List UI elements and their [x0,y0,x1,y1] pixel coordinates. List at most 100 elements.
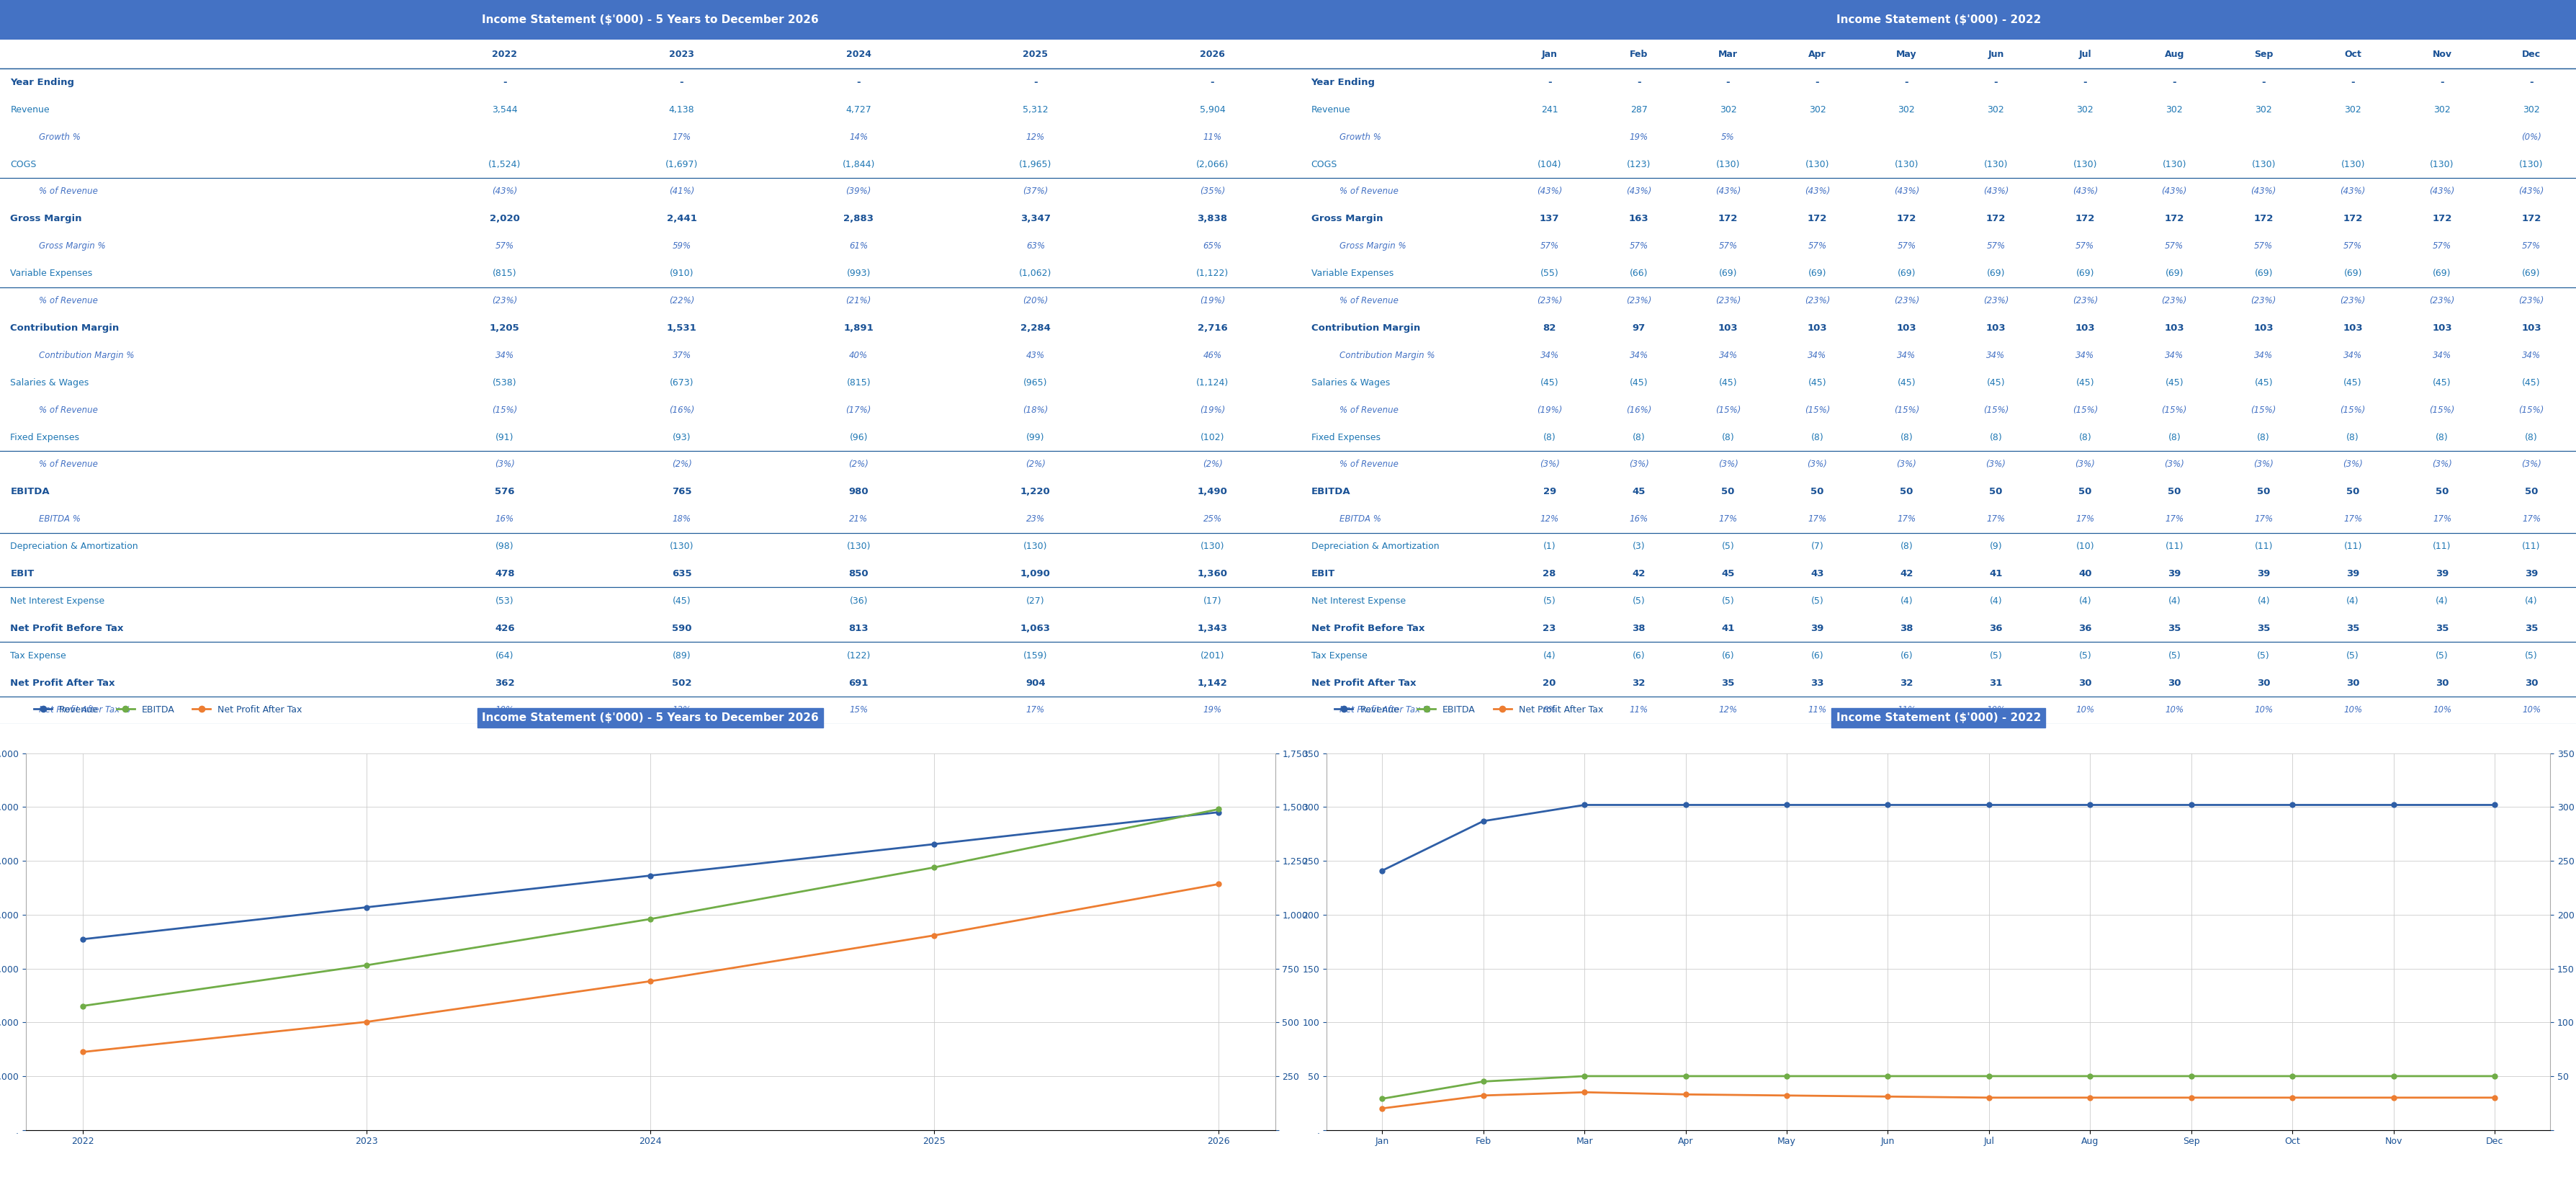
EBITDA [1973,1069,2004,1083]
Net Profit After Tax [2277,1091,2308,1105]
Text: 35: 35 [2257,624,2269,633]
Text: COGS: COGS [1311,160,1337,169]
Net Profit After Tax [1368,1102,1399,1116]
Text: 10%: 10% [495,705,515,714]
Text: (23%): (23%) [2339,297,2365,306]
Text: -: - [2262,78,2267,87]
Text: 59%: 59% [672,241,690,251]
Text: (43%): (43%) [2339,187,2365,197]
Text: -: - [1726,78,1731,87]
Text: 1,891: 1,891 [842,324,873,333]
Text: 20: 20 [1543,678,1556,687]
Text: -: - [680,78,683,87]
Text: % of Revenue: % of Revenue [1340,460,1399,470]
Text: 10%: 10% [2344,705,2362,714]
Text: 57%: 57% [2254,241,2272,251]
Text: Gross Margin: Gross Margin [10,214,82,224]
Text: 103: 103 [2522,324,2543,333]
Text: (4): (4) [2524,597,2537,606]
Text: (3): (3) [1633,541,1646,551]
Text: 11%: 11% [1631,705,1649,714]
Text: -: - [2172,78,2177,87]
Text: 16%: 16% [495,514,515,524]
Text: (7): (7) [1811,541,1824,551]
Text: (43%): (43%) [1984,187,2009,197]
Text: 302: 302 [2076,105,2094,114]
Text: (5): (5) [1721,597,1734,606]
Text: (53): (53) [495,597,515,606]
Text: Aug: Aug [2164,49,2184,59]
Text: 4,727: 4,727 [845,105,871,114]
Text: (41%): (41%) [670,187,696,197]
Text: 302: 302 [2166,105,2182,114]
Text: 362: 362 [495,678,515,687]
Text: (1,122): (1,122) [1195,268,1229,278]
Net Profit After Tax [67,1045,98,1059]
Text: 17%: 17% [1718,514,1736,524]
Text: (159): (159) [1023,651,1048,660]
Revenue [1973,798,2004,812]
Text: (993): (993) [848,268,871,278]
EBITDA [2277,1069,2308,1083]
Text: (130): (130) [2519,160,2543,169]
Text: 5%: 5% [1721,132,1734,141]
Text: (8): (8) [1989,433,2002,441]
EBITDA [350,958,381,972]
Text: (15%): (15%) [2251,405,2277,414]
Text: (5): (5) [1811,597,1824,606]
Text: (23%): (23%) [2429,297,2455,306]
Text: (130): (130) [1200,541,1224,551]
Net Profit After Tax [350,1015,381,1029]
Text: (130): (130) [2342,160,2365,169]
Text: 10%: 10% [2522,705,2540,714]
Net Profit After Tax [634,975,665,989]
Text: 34%: 34% [2076,351,2094,360]
Text: 3,347: 3,347 [1020,214,1051,224]
Text: (6): (6) [1901,651,1914,660]
Net Profit After Tax [920,929,951,943]
Text: 103: 103 [1808,324,1826,333]
Text: 34%: 34% [2164,351,2184,360]
Text: -: - [1211,78,1213,87]
Text: (45): (45) [1631,378,1649,387]
Text: Year Ending: Year Ending [10,78,75,87]
Legend: Revenue, EBITDA, Net Profit After Tax: Revenue, EBITDA, Net Profit After Tax [1332,701,1607,718]
Text: 46%: 46% [1203,351,1221,360]
Text: 50: 50 [1901,487,1914,497]
Text: (43%): (43%) [1625,187,1651,197]
Text: 31: 31 [1989,678,2002,687]
Text: 1,343: 1,343 [1198,624,1229,633]
Text: (1,697): (1,697) [665,160,698,169]
Text: (37%): (37%) [1023,187,1048,197]
Text: 302: 302 [2254,105,2272,114]
Text: (8): (8) [2169,433,2182,441]
Text: 172: 172 [2432,214,2452,224]
Text: (15%): (15%) [492,405,518,414]
Text: Contribution Margin %: Contribution Margin % [39,351,134,360]
Revenue [1669,798,1700,812]
EBITDA [2478,1069,2509,1083]
Text: (1,524): (1,524) [489,160,520,169]
Text: (45): (45) [1718,378,1736,387]
Text: 30: 30 [2524,678,2537,687]
Text: (130): (130) [2251,160,2275,169]
Text: (69): (69) [2254,268,2272,278]
Text: (4): (4) [2079,597,2092,606]
Line: Net Profit After Tax: Net Profit After Tax [80,882,1221,1055]
Text: 302: 302 [1721,105,1736,114]
Text: 36: 36 [1989,624,2002,633]
Text: 50: 50 [2524,487,2537,497]
Text: (69): (69) [2076,268,2094,278]
Text: % of Revenue: % of Revenue [1340,187,1399,197]
Text: 241: 241 [1540,105,1558,114]
Text: (69): (69) [2432,268,2452,278]
Text: (69): (69) [2166,268,2184,278]
Text: Jan: Jan [1540,49,1558,59]
Text: 41: 41 [1989,568,2002,578]
Text: (4): (4) [2437,597,2447,606]
Text: Growth %: Growth % [1340,132,1381,141]
Net Profit After Tax [1873,1090,1904,1104]
Text: Tax Expense: Tax Expense [1311,651,1368,660]
Text: (3%): (3%) [495,460,515,470]
Text: (2%): (2%) [1025,460,1046,470]
